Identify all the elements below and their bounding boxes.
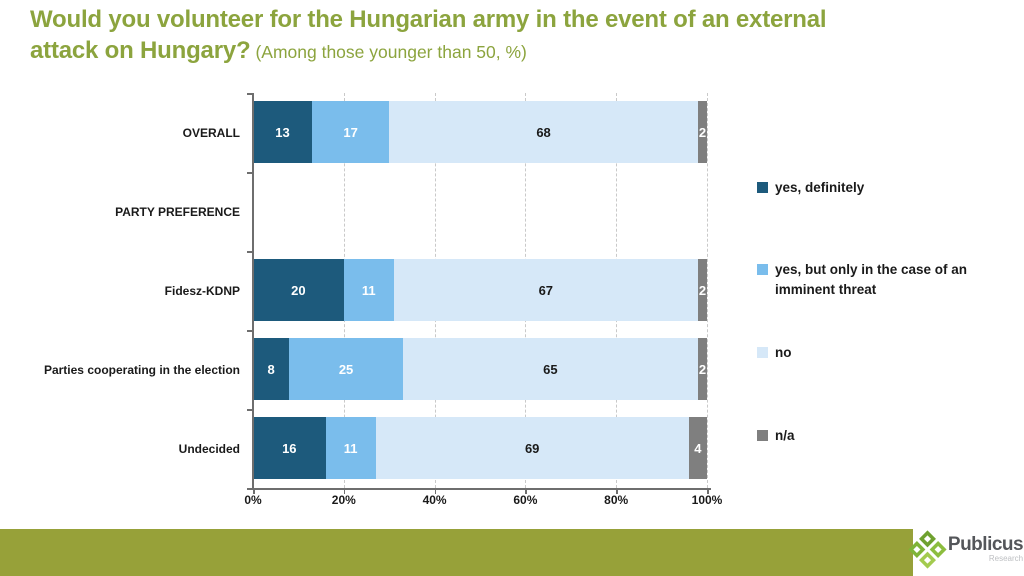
bar-segment: 67	[393, 259, 698, 321]
legend-item: yes, definitely	[757, 178, 993, 198]
x-tick-label: 20%	[331, 493, 356, 507]
bar-value: 2	[698, 124, 707, 140]
bar-value: 11	[361, 282, 376, 298]
category-label: Parties cooperating in the election	[43, 362, 240, 377]
footer-bar	[0, 529, 913, 576]
x-axis-line	[248, 488, 711, 490]
bar-value: 2	[698, 361, 707, 377]
bar-row: 20 11 67 2	[253, 259, 707, 321]
bar-segment: 25	[289, 338, 403, 400]
publicus-logo: Publicus Research	[908, 522, 1024, 576]
bar-value: 11	[343, 440, 358, 456]
legend-marker-icon	[757, 347, 768, 358]
y-axis-tick	[247, 172, 252, 174]
logo-diamond-hole	[923, 556, 931, 564]
category-label: Fidesz-KDNP	[164, 283, 240, 298]
bar-segment: 8	[253, 338, 290, 400]
legend-label: no	[775, 345, 792, 360]
x-tick-label: 100%	[691, 493, 723, 507]
legend-marker-icon	[757, 182, 768, 193]
y-axis-tick	[247, 330, 252, 332]
category-label: OVERALL	[182, 125, 240, 140]
title-line2: attack on Hungary?	[30, 36, 251, 64]
bar-segment: 4	[688, 417, 707, 479]
legend-label: yes, but only in the case of an imminent…	[775, 262, 968, 297]
legend-label: n/a	[775, 428, 795, 443]
bar-segment: 16	[253, 417, 326, 479]
bar-value: 25	[338, 361, 354, 377]
bar-segment: 65	[402, 338, 698, 400]
bar-value: 20	[291, 282, 306, 298]
y-axis-line	[252, 93, 254, 489]
bar-row: 16 11 69 4	[253, 417, 707, 479]
bar-segment: 2	[697, 338, 707, 400]
legend-marker-icon	[757, 430, 768, 441]
logo-diamond-hole	[913, 545, 921, 553]
x-tick-label: 0%	[244, 493, 262, 507]
x-axis-tick	[525, 489, 527, 494]
publicus-logo-icon	[908, 529, 947, 569]
logo-diamond-icon	[929, 540, 947, 558]
bar-segment: 68	[389, 101, 698, 163]
bar-segment: 11	[325, 417, 376, 479]
bar-value: 13	[275, 124, 290, 140]
x-axis-tick	[616, 489, 618, 494]
bar-value: 17	[343, 124, 358, 140]
bar-segment: 20	[253, 259, 344, 321]
y-axis-tick	[247, 488, 252, 490]
brand-subname: Research	[988, 554, 1024, 563]
bar-segment: 11	[343, 259, 394, 321]
x-axis-tick	[434, 489, 437, 494]
chart-title: Would you volunteer for the Hungarian ar…	[30, 5, 1010, 66]
y-axis-tick	[247, 93, 252, 95]
x-axis-tick	[707, 489, 709, 494]
bar-segment: 17	[312, 101, 390, 163]
title-subtitle: (Among those younger than 50, %)	[255, 41, 527, 62]
bar-value: 68	[536, 124, 551, 140]
bar-segment: 2	[697, 101, 707, 163]
logo-diamond-hole	[934, 545, 942, 553]
bar-value: 69	[524, 440, 540, 456]
publicus-logo-text: Publicus Research	[947, 534, 1024, 563]
title-line1: Would you volunteer for the Hungarian ar…	[30, 6, 827, 33]
gridline	[707, 93, 708, 488]
logo-diamond-hole	[923, 534, 931, 542]
bar-value: 65	[543, 361, 558, 377]
bar-row: 13 17 68 2	[253, 101, 707, 163]
bar-segment: 69	[375, 417, 689, 479]
category-label: PARTY PREFERENCE	[115, 204, 240, 219]
x-tick-label: 80%	[604, 493, 629, 507]
x-axis-tick	[253, 489, 255, 494]
brand-name: Publicus	[947, 534, 1024, 555]
bar-value: 8	[267, 361, 275, 377]
legend-item: no	[757, 343, 993, 363]
bar-segment: 2	[697, 259, 707, 321]
legend-item: n/a	[757, 426, 993, 446]
bar-value: 4	[694, 440, 702, 456]
bar-value: 67	[538, 282, 554, 298]
y-axis-tick	[247, 251, 252, 253]
x-axis-tick	[343, 489, 346, 494]
x-tick-label: 60%	[513, 493, 538, 507]
legend-marker-icon	[757, 264, 768, 275]
bar-segment: 13	[253, 101, 313, 163]
legend-label: yes, definitely	[775, 180, 865, 195]
category-label: Undecided	[178, 441, 240, 456]
legend-item: yes, but only in the case of an imminent…	[757, 260, 993, 299]
x-tick-label: 40%	[422, 493, 447, 507]
bar-row: 8 25 65 2	[253, 338, 707, 400]
bar-value: 16	[282, 440, 297, 456]
y-axis-tick	[247, 409, 252, 411]
bar-value: 2	[698, 282, 707, 298]
